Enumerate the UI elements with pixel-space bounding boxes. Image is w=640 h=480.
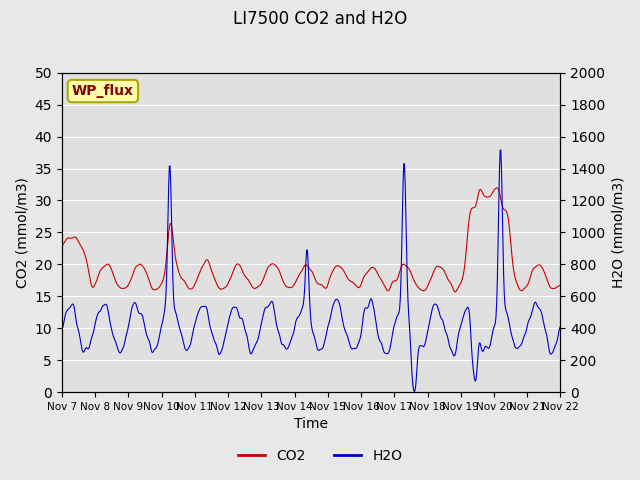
CO2 [386,286,394,291]
Legend: CO2, H2O: CO2, H2O [232,443,408,468]
Text: WP_flux: WP_flux [72,84,134,98]
H2O [58,326,66,332]
CO2 [557,282,564,288]
Line: CO2: CO2 [62,188,561,292]
H2O [386,346,394,352]
X-axis label: Time: Time [294,418,328,432]
H2O [169,276,177,282]
Line: H2O: H2O [62,150,561,391]
CO2 [195,271,203,276]
CO2 [493,185,501,191]
CO2 [169,232,177,238]
H2O [118,347,126,353]
CO2 [371,266,379,272]
CO2 [67,236,75,241]
CO2 [118,286,126,291]
H2O [557,324,564,329]
CO2 [58,242,66,248]
H2O [195,307,203,313]
H2O [67,303,75,309]
CO2 [451,289,459,295]
Y-axis label: H2O (mmol/m3): H2O (mmol/m3) [611,177,625,288]
H2O [410,388,418,394]
Text: LI7500 CO2 and H2O: LI7500 CO2 and H2O [233,10,407,28]
H2O [371,315,379,321]
Y-axis label: CO2 (mmol/m3): CO2 (mmol/m3) [15,177,29,288]
H2O [497,147,505,153]
